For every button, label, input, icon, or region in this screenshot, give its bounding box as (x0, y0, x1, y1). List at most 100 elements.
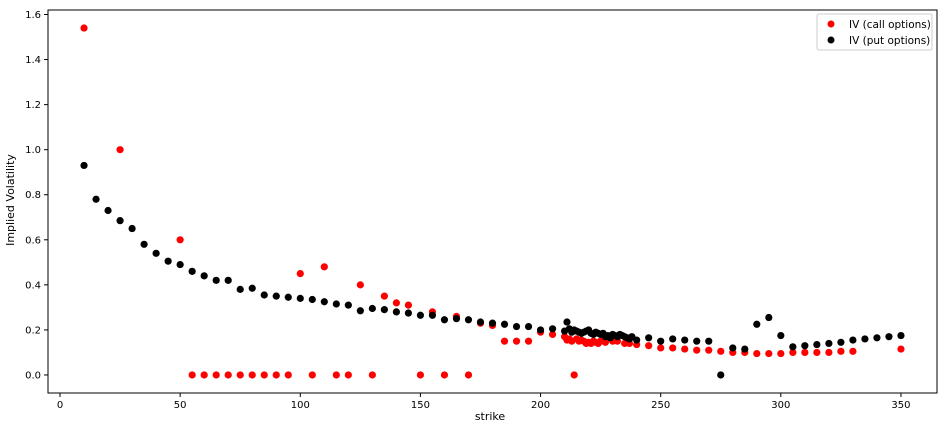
put-point (753, 320, 761, 328)
x-tick-label: 250 (651, 400, 670, 411)
call-point (548, 330, 557, 339)
call-point (717, 347, 725, 355)
call-point (825, 348, 833, 357)
call-point (681, 345, 689, 353)
y-tick-label: 1.2 (25, 100, 41, 111)
put-point (693, 337, 701, 345)
put-point (200, 272, 208, 280)
call-point (320, 263, 328, 271)
put-point (320, 298, 328, 306)
call-point (464, 371, 473, 379)
put-point (657, 337, 665, 345)
call-point (705, 346, 713, 354)
call-point (224, 371, 232, 379)
call-point (849, 347, 857, 355)
put-point (272, 292, 280, 300)
put-point (897, 331, 905, 340)
put-point (476, 318, 485, 326)
call-point (416, 371, 425, 379)
call-point (669, 344, 677, 352)
x-tick-label: 0 (57, 400, 63, 411)
call-point (80, 24, 88, 32)
put-point (260, 291, 268, 299)
call-point (176, 236, 184, 244)
put-point (729, 344, 737, 352)
x-tick-label: 200 (531, 400, 550, 411)
put-point (236, 285, 244, 293)
call-point (753, 349, 761, 358)
put-point (188, 267, 196, 275)
put-point (296, 294, 304, 302)
x-axis-ticks: 0 50 100 150 200 250 300 350 (57, 393, 911, 411)
call-point (332, 371, 340, 379)
x-axis-label: strike (475, 410, 506, 423)
put-point (681, 336, 689, 344)
put-point (116, 217, 124, 225)
call-point (308, 371, 316, 379)
put-point (669, 335, 677, 343)
y-axis-ticks: 0.0 0.2 0.4 0.6 0.8 1.0 1.2 1.4 1.6 (25, 10, 48, 381)
put-point (464, 316, 473, 324)
put-point (152, 249, 160, 257)
call-point (500, 337, 509, 345)
put-point (849, 336, 857, 344)
call-point (801, 348, 809, 357)
call-point (657, 344, 665, 352)
put-point (416, 311, 425, 319)
legend: IV (call options) IV (put options) (816, 13, 933, 51)
legend-marker-puts (827, 36, 835, 44)
put-point (645, 334, 653, 342)
put-point (765, 313, 773, 322)
legend-label-calls: IV (call options) (849, 19, 931, 31)
call-point (601, 338, 610, 346)
put-point (344, 301, 352, 309)
put-point (777, 331, 785, 340)
put-point (368, 304, 376, 313)
put-point (356, 307, 364, 315)
y-tick-label: 1.0 (25, 145, 41, 156)
put-point (548, 325, 557, 333)
put-point (332, 300, 340, 308)
call-point (392, 299, 400, 307)
y-tick-label: 0.2 (25, 325, 41, 336)
series-put-options (80, 161, 905, 379)
put-point (440, 316, 449, 324)
y-axis-label: Implied Volatility (4, 154, 17, 246)
data-points (80, 24, 905, 379)
call-point (897, 345, 905, 353)
legend-marker-calls (827, 20, 835, 28)
put-point (404, 309, 413, 317)
put-point (861, 335, 869, 343)
x-tick-label: 50 (174, 400, 187, 411)
call-point (693, 346, 701, 354)
call-point (344, 371, 352, 379)
put-point (176, 260, 184, 269)
call-point (272, 371, 280, 379)
x-tick-label: 350 (891, 400, 910, 411)
call-point (645, 342, 653, 350)
call-point (440, 371, 449, 379)
put-point (801, 342, 809, 350)
x-tick-label: 150 (411, 400, 430, 411)
put-point (104, 206, 112, 215)
call-point (380, 292, 388, 300)
y-tick-label: 1.4 (25, 55, 41, 66)
call-point (765, 349, 773, 358)
put-point (284, 293, 292, 301)
call-point (200, 371, 208, 379)
put-point (212, 276, 220, 284)
x-tick-label: 300 (771, 400, 790, 411)
put-point (813, 340, 821, 349)
put-point (563, 318, 571, 326)
y-tick-label: 0.0 (25, 370, 41, 381)
call-point (570, 371, 578, 379)
put-point (885, 333, 893, 341)
put-point (92, 195, 100, 203)
put-point (789, 343, 797, 351)
legend-box (816, 13, 933, 51)
call-point (356, 281, 364, 289)
call-point (789, 348, 797, 357)
plot-area (47, 9, 938, 394)
legend-label-puts: IV (put options) (849, 35, 930, 47)
